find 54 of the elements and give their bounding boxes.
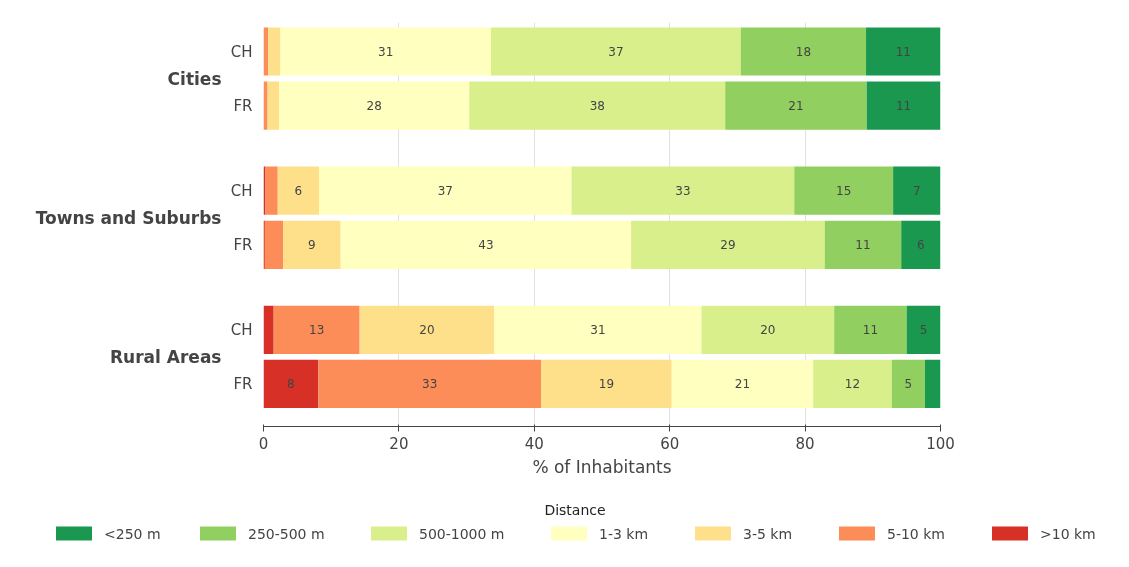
data-label: 11 (862, 323, 879, 338)
x-axis-title: % of Inhabitants (532, 456, 672, 477)
x-tick-label: 40 (524, 434, 544, 453)
data-label: 33 (675, 184, 691, 199)
data-label: 11 (855, 238, 871, 253)
data-label: 8 (287, 377, 295, 392)
legend-label: 5-10 km (887, 525, 945, 542)
x-tick-label: 60 (660, 434, 680, 453)
data-label: 6 (917, 238, 925, 253)
y-tick-label: FR (233, 374, 253, 393)
legend-label: 500-1000 m (419, 525, 505, 542)
data-label: 31 (378, 45, 394, 60)
data-label: 11 (895, 45, 911, 60)
x-tick-label: 0 (258, 434, 269, 453)
y-tick-label: CH (230, 42, 253, 61)
legend-label: 3-5 km (743, 525, 793, 542)
data-label: 12 (844, 377, 861, 392)
legend-label: 250-500 m (248, 525, 325, 542)
y-tick-label: CH (230, 181, 253, 200)
data-label: 37 (437, 184, 453, 199)
text: Towns and Suburbs (35, 207, 222, 228)
data-label: 18 (795, 45, 812, 60)
data-label: 5 (919, 323, 928, 338)
data-label: 29 (720, 238, 736, 253)
data-label: 43 (478, 238, 494, 253)
y-tick-label: FR (233, 235, 253, 254)
legend-title: Distance (544, 501, 606, 518)
data-label: 31 (590, 323, 606, 338)
data-label: 9 (308, 238, 316, 253)
legend-label: <250 m (104, 525, 161, 542)
data-label: 11 (895, 99, 912, 114)
data-label: 19 (598, 377, 615, 392)
text: Rural Areas (110, 346, 222, 367)
x-tick-label: 80 (795, 434, 815, 453)
y-tick-label: CH (230, 320, 253, 339)
data-label: 15 (836, 184, 852, 199)
data-label: 13 (309, 323, 325, 338)
y-tick-label: FR (233, 96, 253, 115)
data-label: 6 (294, 184, 303, 199)
data-label: 21 (734, 377, 751, 392)
data-label: 21 (788, 99, 804, 114)
data-label: 33 (422, 377, 438, 392)
data-label: 5 (904, 377, 913, 392)
data-label: 37 (608, 45, 624, 60)
data-label: 38 (589, 99, 605, 114)
legend-label: 1-3 km (599, 525, 649, 542)
text: Cities (167, 68, 222, 89)
x-tick-label: 100 (926, 434, 955, 453)
data-label: 20 (419, 323, 435, 338)
data-label: 7 (912, 184, 921, 199)
data-label: 28 (366, 99, 382, 114)
legend-label: >10 km (1040, 525, 1096, 542)
x-tick-label: 20 (389, 434, 409, 453)
data-label: 20 (760, 323, 776, 338)
